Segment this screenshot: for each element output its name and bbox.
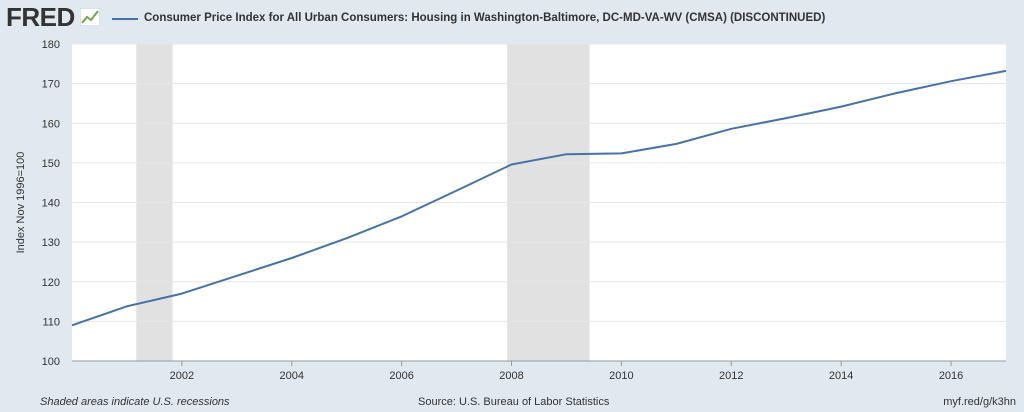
y-tick-label: 100 xyxy=(42,356,60,368)
line-chart-icon xyxy=(80,8,100,26)
recession-note: Shaded areas indicate U.S. recessions xyxy=(40,396,230,408)
series-line-1 xyxy=(71,69,1007,327)
x-tick-label: 2016 xyxy=(939,370,963,382)
x-tick-label: 2004 xyxy=(280,370,304,382)
x-tick-label: 2014 xyxy=(829,370,853,382)
x-tick-label: 2008 xyxy=(499,370,523,382)
x-tick-label: 2002 xyxy=(170,370,194,382)
legend-line-swatch xyxy=(112,18,138,20)
y-tick-label: 110 xyxy=(42,316,60,328)
short-link[interactable]: myf.red/g/k3hn xyxy=(943,396,1016,408)
chart-header: FRED Consumer Price Index for All Urban … xyxy=(0,0,1024,36)
y-tick-label: 160 xyxy=(42,118,60,130)
source-text: Source: U.S. Bureau of Labor Statistics xyxy=(418,396,610,408)
y-tick-label: 170 xyxy=(42,79,60,91)
x-tick-label: 2006 xyxy=(389,370,413,382)
x-tick-label: 2012 xyxy=(719,370,743,382)
y-tick-label: 140 xyxy=(42,198,60,210)
y-tick-label: 150 xyxy=(42,158,60,170)
fred-logo[interactable]: FRED xyxy=(6,2,75,32)
y-tick-label: 180 xyxy=(42,39,60,51)
y-tick-label: 120 xyxy=(42,277,60,289)
x-tick-label: 2010 xyxy=(609,370,633,382)
y-axis-title: Index Nov 1996=100 xyxy=(15,152,27,254)
chart-title: Consumer Price Index for All Urban Consu… xyxy=(144,12,826,24)
y-tick-label: 130 xyxy=(42,237,60,249)
